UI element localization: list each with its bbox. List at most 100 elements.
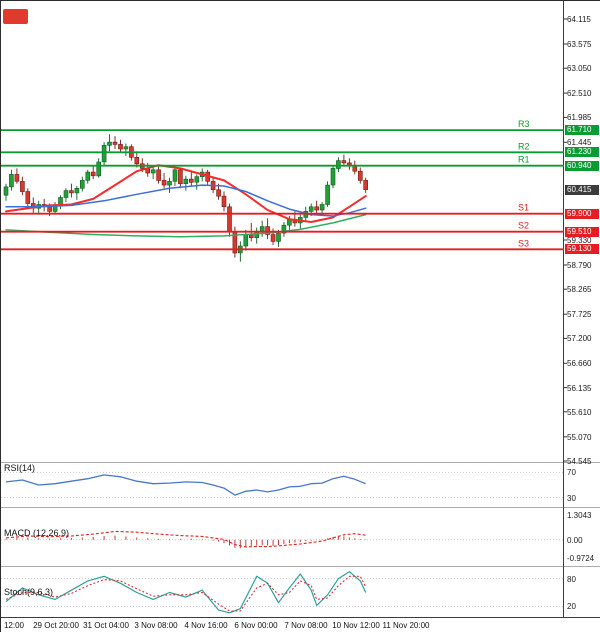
candle-body [74,188,80,194]
candle-body [161,180,167,186]
price-axis-label: 59.330 [567,236,592,245]
indicator-axis-label: 80 [567,575,576,584]
candle-body [178,169,183,185]
candle-body [259,226,265,232]
candle-body [172,169,178,182]
price-axis-label: 54.545 [567,457,592,466]
candle-body [341,160,347,164]
macd-indicator-label: MACD (12,26,9) [4,528,70,538]
candle-body [319,204,325,211]
price-axis-label: 61.985 [567,113,592,122]
indicator-axis-label: -0.9724 [567,554,595,563]
s3-price-tag: 59.130 [565,244,599,254]
candle-body [134,157,140,165]
stoch-d-line [5,575,367,612]
candle-body [123,146,129,150]
candle-body [63,190,69,198]
candle-body [265,226,270,235]
candle-body [9,174,14,188]
candle-body [96,161,101,177]
stoch-k-line [5,571,367,614]
candle-body [20,181,25,192]
candle-body [85,171,91,181]
candle-body [69,190,74,194]
candle-body [14,174,20,182]
candle-body [325,184,330,205]
candle-body [107,141,112,146]
time-axis-label: 6 Nov 00:00 [234,621,278,630]
candle-body [308,206,314,212]
price-axis-label: 56.135 [567,384,592,393]
candle-body [3,186,9,196]
time-axis-label: 7 Nov 08:00 [284,621,328,630]
candle-body [118,144,123,150]
candle-body [314,206,320,211]
price-axis-label: 63.050 [567,64,592,73]
time-axis-label: 29 Oct 20:00 [33,621,79,630]
time-axis-label: 31 Oct 04:00 [83,621,129,630]
candle-body [156,169,161,181]
candle-body [47,206,52,212]
r3-level-label: R3 [518,119,530,129]
candle-body [25,191,31,204]
r2-level-label: R2 [518,141,530,151]
r2-price-tag: 61.230 [565,147,599,157]
current-price-tag: 60.415 [565,185,599,195]
s3-level-label: S3 [518,238,529,248]
time-axis-label: 3 Nov 08:00 [134,621,178,630]
candle-body [194,176,200,183]
ma-slow-green [5,213,367,238]
r1-level-label: R1 [518,155,530,165]
r3-price-tag: 61.710 [565,125,599,135]
s2-level-label: S2 [518,221,529,231]
indicator-axis-label: 30 [567,494,576,503]
price-axis-label: 63.575 [567,40,592,49]
price-axis-label: 58.790 [567,261,592,270]
candle-body [276,232,281,242]
time-axis-label: 12:00 [3,621,25,630]
price-axis-label: 64.115 [567,15,591,24]
candle-body [330,168,336,186]
candle-body [281,224,287,234]
indicator-axis-label: 1.3043 [567,511,592,520]
time-axis-label: 4 Nov 16:00 [184,621,228,630]
price-axis-label: 57.200 [567,334,592,343]
candle-body [357,170,363,181]
indicator-axis-label: 0.00 [567,536,583,545]
candle-body [167,181,172,186]
price-axis-label: 55.610 [567,408,592,417]
s2-price-tag: 59.510 [565,227,599,237]
time-axis-label: 10 Nov 12:00 [332,621,380,630]
candle-body [227,206,232,233]
macd-signal-line [5,530,366,548]
rsi-line [5,474,366,496]
stoch-indicator-label: Stoch(9,6,3) [4,587,54,597]
candle-body [90,171,96,177]
ma-fast-red [5,164,367,223]
price-axis-label: 61.445 [567,138,592,147]
rsi-indicator-label: RSI(14) [4,463,36,473]
price-axis-label: 57.725 [567,310,592,319]
candle-body [216,189,221,197]
candle-body [183,178,189,185]
candle-body [363,180,369,190]
s1-price-tag: 59.900 [565,209,599,219]
candle-body [80,180,85,189]
r1-price-tag: 60.940 [565,161,599,171]
candle-body [112,141,118,145]
candle-body [189,178,194,183]
candle-body [221,195,227,208]
price-axis-label: 62.510 [567,89,592,98]
candle-body [101,145,107,163]
s1-level-label: S1 [518,203,529,213]
price-axis-label: 55.070 [567,433,592,442]
logo-badge [3,9,28,24]
indicator-axis-label: 70 [567,468,576,477]
price-axis-label: 56.660 [567,359,592,368]
candle-body [336,160,341,169]
indicator-axis-label: 20 [567,602,576,611]
time-axis-label: 11 Nov 20:00 [382,621,430,630]
candle-body [243,234,249,247]
